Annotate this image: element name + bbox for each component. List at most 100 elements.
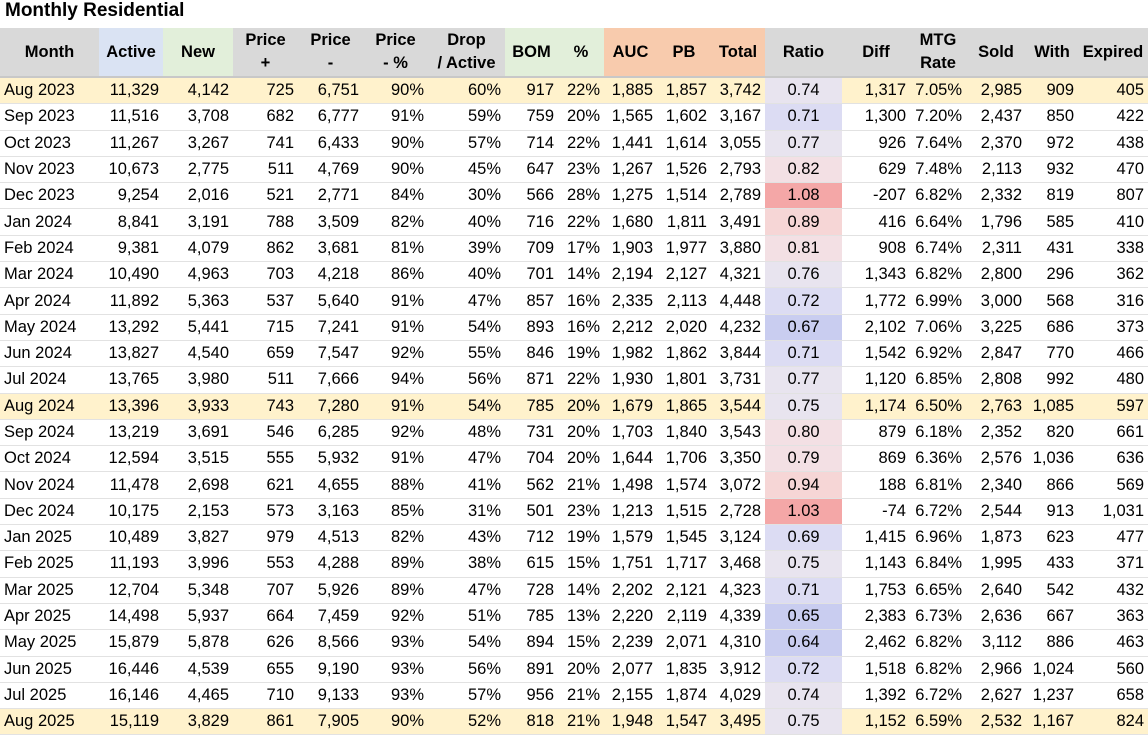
cell-total: 4,321 [711,261,765,289]
header-price-pct-line2: - % [383,54,408,72]
cell-price-plus: 743 [233,393,298,420]
cell-mtg-rate: 6.84% [910,550,966,578]
cell-active: 11,892 [99,287,163,315]
cell-new: 3,191 [163,208,233,236]
cell-drop-active: 45% [428,156,505,184]
cell-ratio: 0.74 [765,77,842,105]
cell-active: 11,193 [99,550,163,578]
cell-pct: 28% [558,182,604,210]
cell-diff: 2,383 [842,603,910,631]
cell-price-minus: 5,640 [298,287,363,315]
header-price-minus: Price - [298,28,363,78]
cell-pb: 2,127 [657,261,711,289]
cell-price-pct: 82% [363,208,428,236]
cell-drop-active: 31% [428,498,505,526]
header-ratio: Ratio [765,28,842,78]
cell-sold: 2,340 [966,471,1026,499]
cell-price-pct: 88% [363,471,428,499]
cell-diff: 2,102 [842,314,910,341]
cell-price-minus: 5,926 [298,577,363,604]
cell-new: 4,079 [163,235,233,263]
cell-active: 10,673 [99,156,163,184]
cell-price-pct: 92% [363,419,428,447]
cell-ratio: 0.74 [765,682,842,710]
cell-with: 296 [1026,261,1078,289]
cell-auc: 2,220 [604,603,657,631]
cell-price-plus: 555 [233,445,298,473]
cell-pct: 16% [558,287,604,315]
cell-price-pct: 91% [363,287,428,315]
cell-drop-active: 47% [428,445,505,473]
cell-price-plus: 703 [233,261,298,289]
cell-active: 9,381 [99,235,163,263]
cell-price-minus: 6,777 [298,103,363,131]
cell-new: 4,465 [163,682,233,710]
cell-pb: 1,835 [657,656,711,683]
table-row: Nov 2024 11,478 2,698 621 4,655 88% 41% 562 21% 1… [0,471,1148,499]
cell-pct: 21% [558,682,604,710]
header-price-plus-line1: Price [245,31,286,49]
cell-price-pct: 90% [363,130,428,157]
header-price-minus-line1: Price [310,31,351,49]
table-row: Oct 2023 11,267 3,267 741 6,433 90% 57% 714 22% 1… [0,130,1148,157]
cell-expired: 477 [1078,524,1148,552]
cell-price-pct: 90% [363,156,428,184]
cell-pct: 14% [558,261,604,289]
cell-total: 2,789 [711,182,765,210]
cell-sold: 2,352 [966,419,1026,447]
cell-bom: 891 [505,656,558,683]
cell-expired: 316 [1078,287,1148,315]
cell-price-minus: 6,433 [298,130,363,157]
header-price-pct-line1: Price [375,31,416,49]
cell-drop-active: 30% [428,182,505,210]
cell-pct: 17% [558,235,604,263]
cell-with: 667 [1026,603,1078,631]
cell-expired: 362 [1078,261,1148,289]
cell-pb: 1,545 [657,524,711,552]
cell-drop-active: 41% [428,471,505,499]
cell-pct: 21% [558,471,604,499]
cell-new: 3,691 [163,419,233,447]
cell-month: May 2024 [0,314,99,341]
header-drop-active: Drop / Active [428,28,505,78]
cell-price-plus: 741 [233,130,298,157]
cell-pb: 1,977 [657,235,711,263]
cell-new: 3,933 [163,393,233,420]
cell-auc: 1,498 [604,471,657,499]
header-bom: BOM [505,28,558,78]
cell-with: 433 [1026,550,1078,578]
cell-month: Nov 2024 [0,471,99,499]
cell-price-pct: 82% [363,524,428,552]
cell-pb: 1,865 [657,393,711,420]
cell-with: 770 [1026,340,1078,368]
header-pct: % [558,28,604,78]
cell-mtg-rate: 6.92% [910,340,966,368]
cell-auc: 2,155 [604,682,657,710]
cell-drop-active: 54% [428,629,505,657]
cell-active: 15,879 [99,629,163,657]
cell-expired: 438 [1078,130,1148,157]
cell-active: 16,146 [99,682,163,710]
cell-drop-active: 48% [428,419,505,447]
cell-mtg-rate: 6.82% [910,261,966,289]
cell-price-minus: 4,513 [298,524,363,552]
header-drop-active-line1: Drop [447,31,486,49]
cell-price-minus: 9,133 [298,682,363,710]
cell-price-minus: 4,769 [298,156,363,184]
cell-price-plus: 862 [233,235,298,263]
cell-pb: 1,515 [657,498,711,526]
table-row: Jun 2025 16,446 4,539 655 9,190 93% 56% 891 20% 2… [0,656,1148,683]
cell-with: 866 [1026,471,1078,499]
cell-with: 542 [1026,577,1078,604]
cell-price-plus: 682 [233,103,298,131]
cell-expired: 466 [1078,340,1148,368]
cell-mtg-rate: 6.64% [910,208,966,236]
cell-with: 992 [1026,366,1078,394]
cell-mtg-rate: 6.81% [910,471,966,499]
cell-price-plus: 511 [233,366,298,394]
cell-price-pct: 89% [363,577,428,604]
cell-pb: 1,717 [657,550,711,578]
cell-ratio: 0.71 [765,340,842,368]
cell-drop-active: 47% [428,577,505,604]
header-price-pct: Price - % [363,28,428,78]
